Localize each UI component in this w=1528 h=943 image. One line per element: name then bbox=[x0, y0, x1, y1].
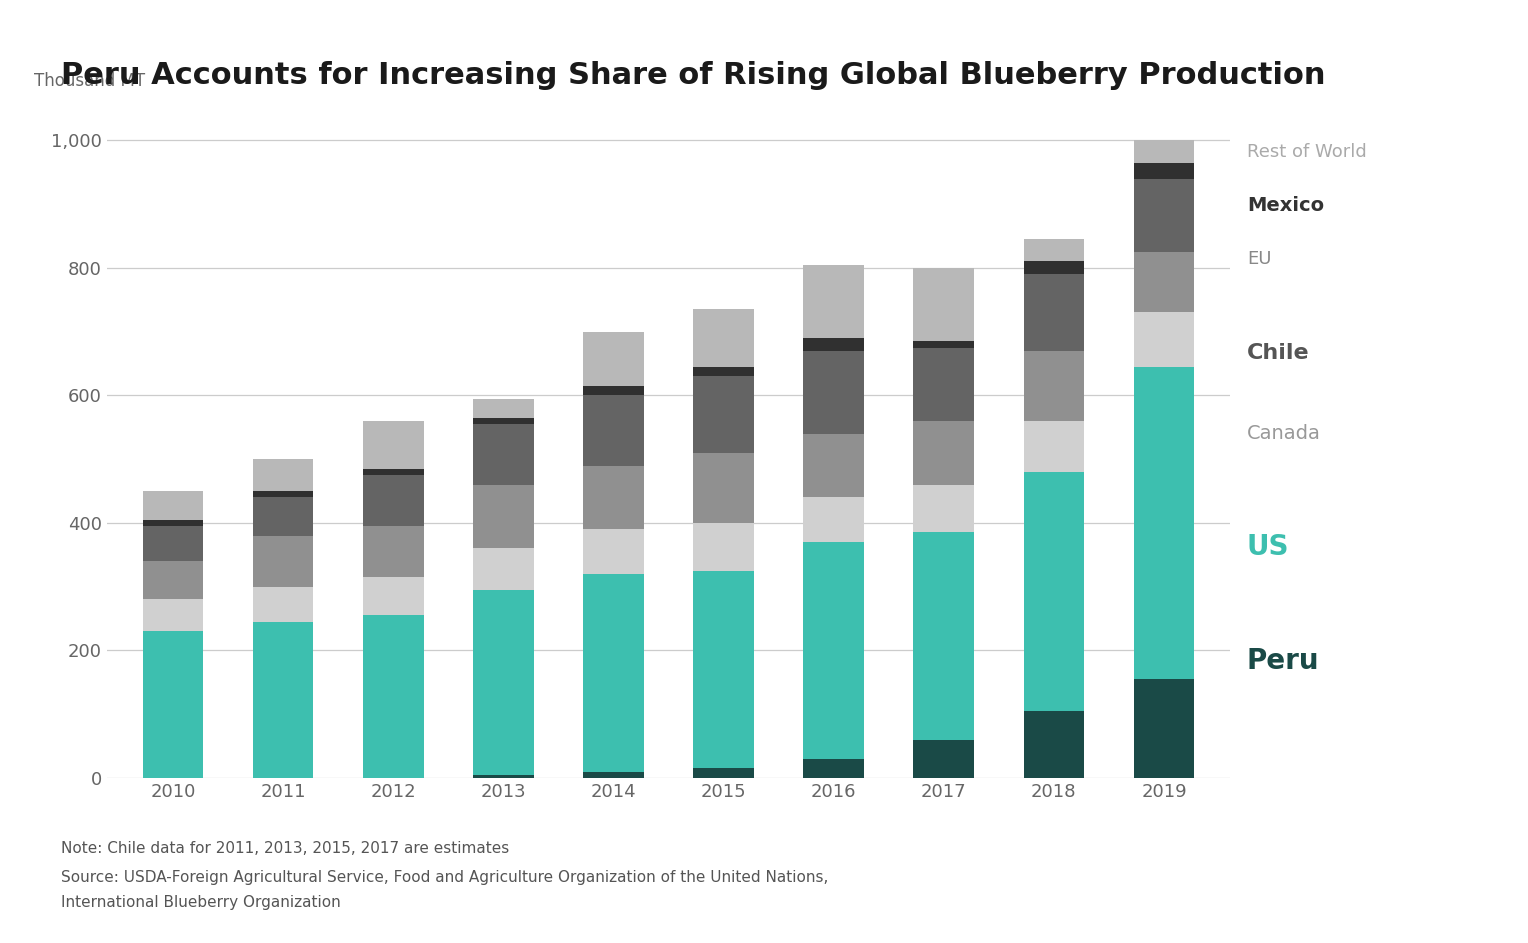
Bar bbox=[1024, 421, 1085, 472]
Bar bbox=[694, 376, 753, 453]
Bar bbox=[1134, 252, 1195, 312]
Bar bbox=[804, 265, 863, 338]
Bar bbox=[804, 497, 863, 542]
Text: Canada: Canada bbox=[1247, 423, 1320, 442]
Bar bbox=[364, 616, 423, 778]
Bar bbox=[142, 561, 203, 600]
Bar bbox=[1024, 240, 1085, 261]
Bar bbox=[914, 341, 973, 348]
Bar bbox=[804, 351, 863, 434]
Bar bbox=[474, 418, 533, 424]
Bar bbox=[1134, 312, 1195, 367]
Text: Note: Chile data for 2011, 2013, 2015, 2017 are estimates: Note: Chile data for 2011, 2013, 2015, 2… bbox=[61, 841, 509, 856]
Text: Thousand MT: Thousand MT bbox=[34, 72, 145, 90]
Text: Peru Accounts for Increasing Share of Rising Global Blueberry Production: Peru Accounts for Increasing Share of Ri… bbox=[61, 61, 1326, 91]
Bar bbox=[584, 386, 643, 395]
Bar bbox=[142, 491, 203, 520]
Bar bbox=[914, 533, 973, 739]
Text: EU: EU bbox=[1247, 250, 1271, 268]
Bar bbox=[804, 542, 863, 759]
Bar bbox=[1134, 162, 1195, 178]
Text: Mexico: Mexico bbox=[1247, 196, 1323, 215]
Bar bbox=[364, 469, 423, 475]
Bar bbox=[474, 775, 533, 778]
Bar bbox=[914, 268, 973, 341]
Bar bbox=[142, 520, 203, 526]
Bar bbox=[474, 549, 533, 590]
Bar bbox=[694, 367, 753, 376]
Bar bbox=[252, 491, 313, 497]
Bar bbox=[252, 459, 313, 491]
Bar bbox=[252, 536, 313, 587]
Bar bbox=[1134, 679, 1195, 778]
Bar bbox=[252, 621, 313, 778]
Bar bbox=[1024, 351, 1085, 421]
Bar bbox=[1024, 274, 1085, 351]
Bar bbox=[1024, 711, 1085, 778]
Bar bbox=[142, 526, 203, 561]
Bar bbox=[474, 399, 533, 418]
Bar bbox=[474, 485, 533, 549]
Bar bbox=[584, 332, 643, 386]
Text: Chile: Chile bbox=[1247, 343, 1309, 363]
Text: Rest of World: Rest of World bbox=[1247, 143, 1366, 161]
Bar bbox=[914, 739, 973, 778]
Bar bbox=[694, 571, 753, 769]
Bar bbox=[584, 771, 643, 778]
Text: Peru: Peru bbox=[1247, 647, 1320, 675]
Bar bbox=[252, 497, 313, 536]
Bar bbox=[694, 309, 753, 367]
Bar bbox=[914, 421, 973, 485]
Bar bbox=[474, 424, 533, 485]
Bar bbox=[804, 338, 863, 351]
Bar bbox=[804, 434, 863, 497]
Bar bbox=[1134, 367, 1195, 679]
Bar bbox=[142, 631, 203, 778]
Bar bbox=[584, 529, 643, 574]
Bar bbox=[1024, 472, 1085, 711]
Bar bbox=[694, 523, 753, 571]
Bar bbox=[142, 600, 203, 631]
Bar bbox=[694, 769, 753, 778]
Text: International Blueberry Organization: International Blueberry Organization bbox=[61, 895, 341, 910]
Bar bbox=[694, 453, 753, 523]
Text: US: US bbox=[1247, 533, 1290, 561]
Text: Source: USDA-Foreign Agricultural Service, Food and Agriculture Organization of : Source: USDA-Foreign Agricultural Servic… bbox=[61, 869, 828, 885]
Bar bbox=[364, 526, 423, 577]
Bar bbox=[584, 395, 643, 466]
Bar bbox=[1024, 261, 1085, 274]
Bar bbox=[914, 348, 973, 421]
Bar bbox=[252, 587, 313, 621]
Bar bbox=[474, 590, 533, 775]
Bar bbox=[1134, 141, 1195, 162]
Bar bbox=[364, 421, 423, 469]
Bar bbox=[1134, 178, 1195, 252]
Bar bbox=[584, 574, 643, 771]
Bar bbox=[914, 485, 973, 533]
Bar bbox=[584, 466, 643, 529]
Bar bbox=[804, 759, 863, 778]
Bar bbox=[364, 475, 423, 526]
Bar bbox=[364, 577, 423, 616]
